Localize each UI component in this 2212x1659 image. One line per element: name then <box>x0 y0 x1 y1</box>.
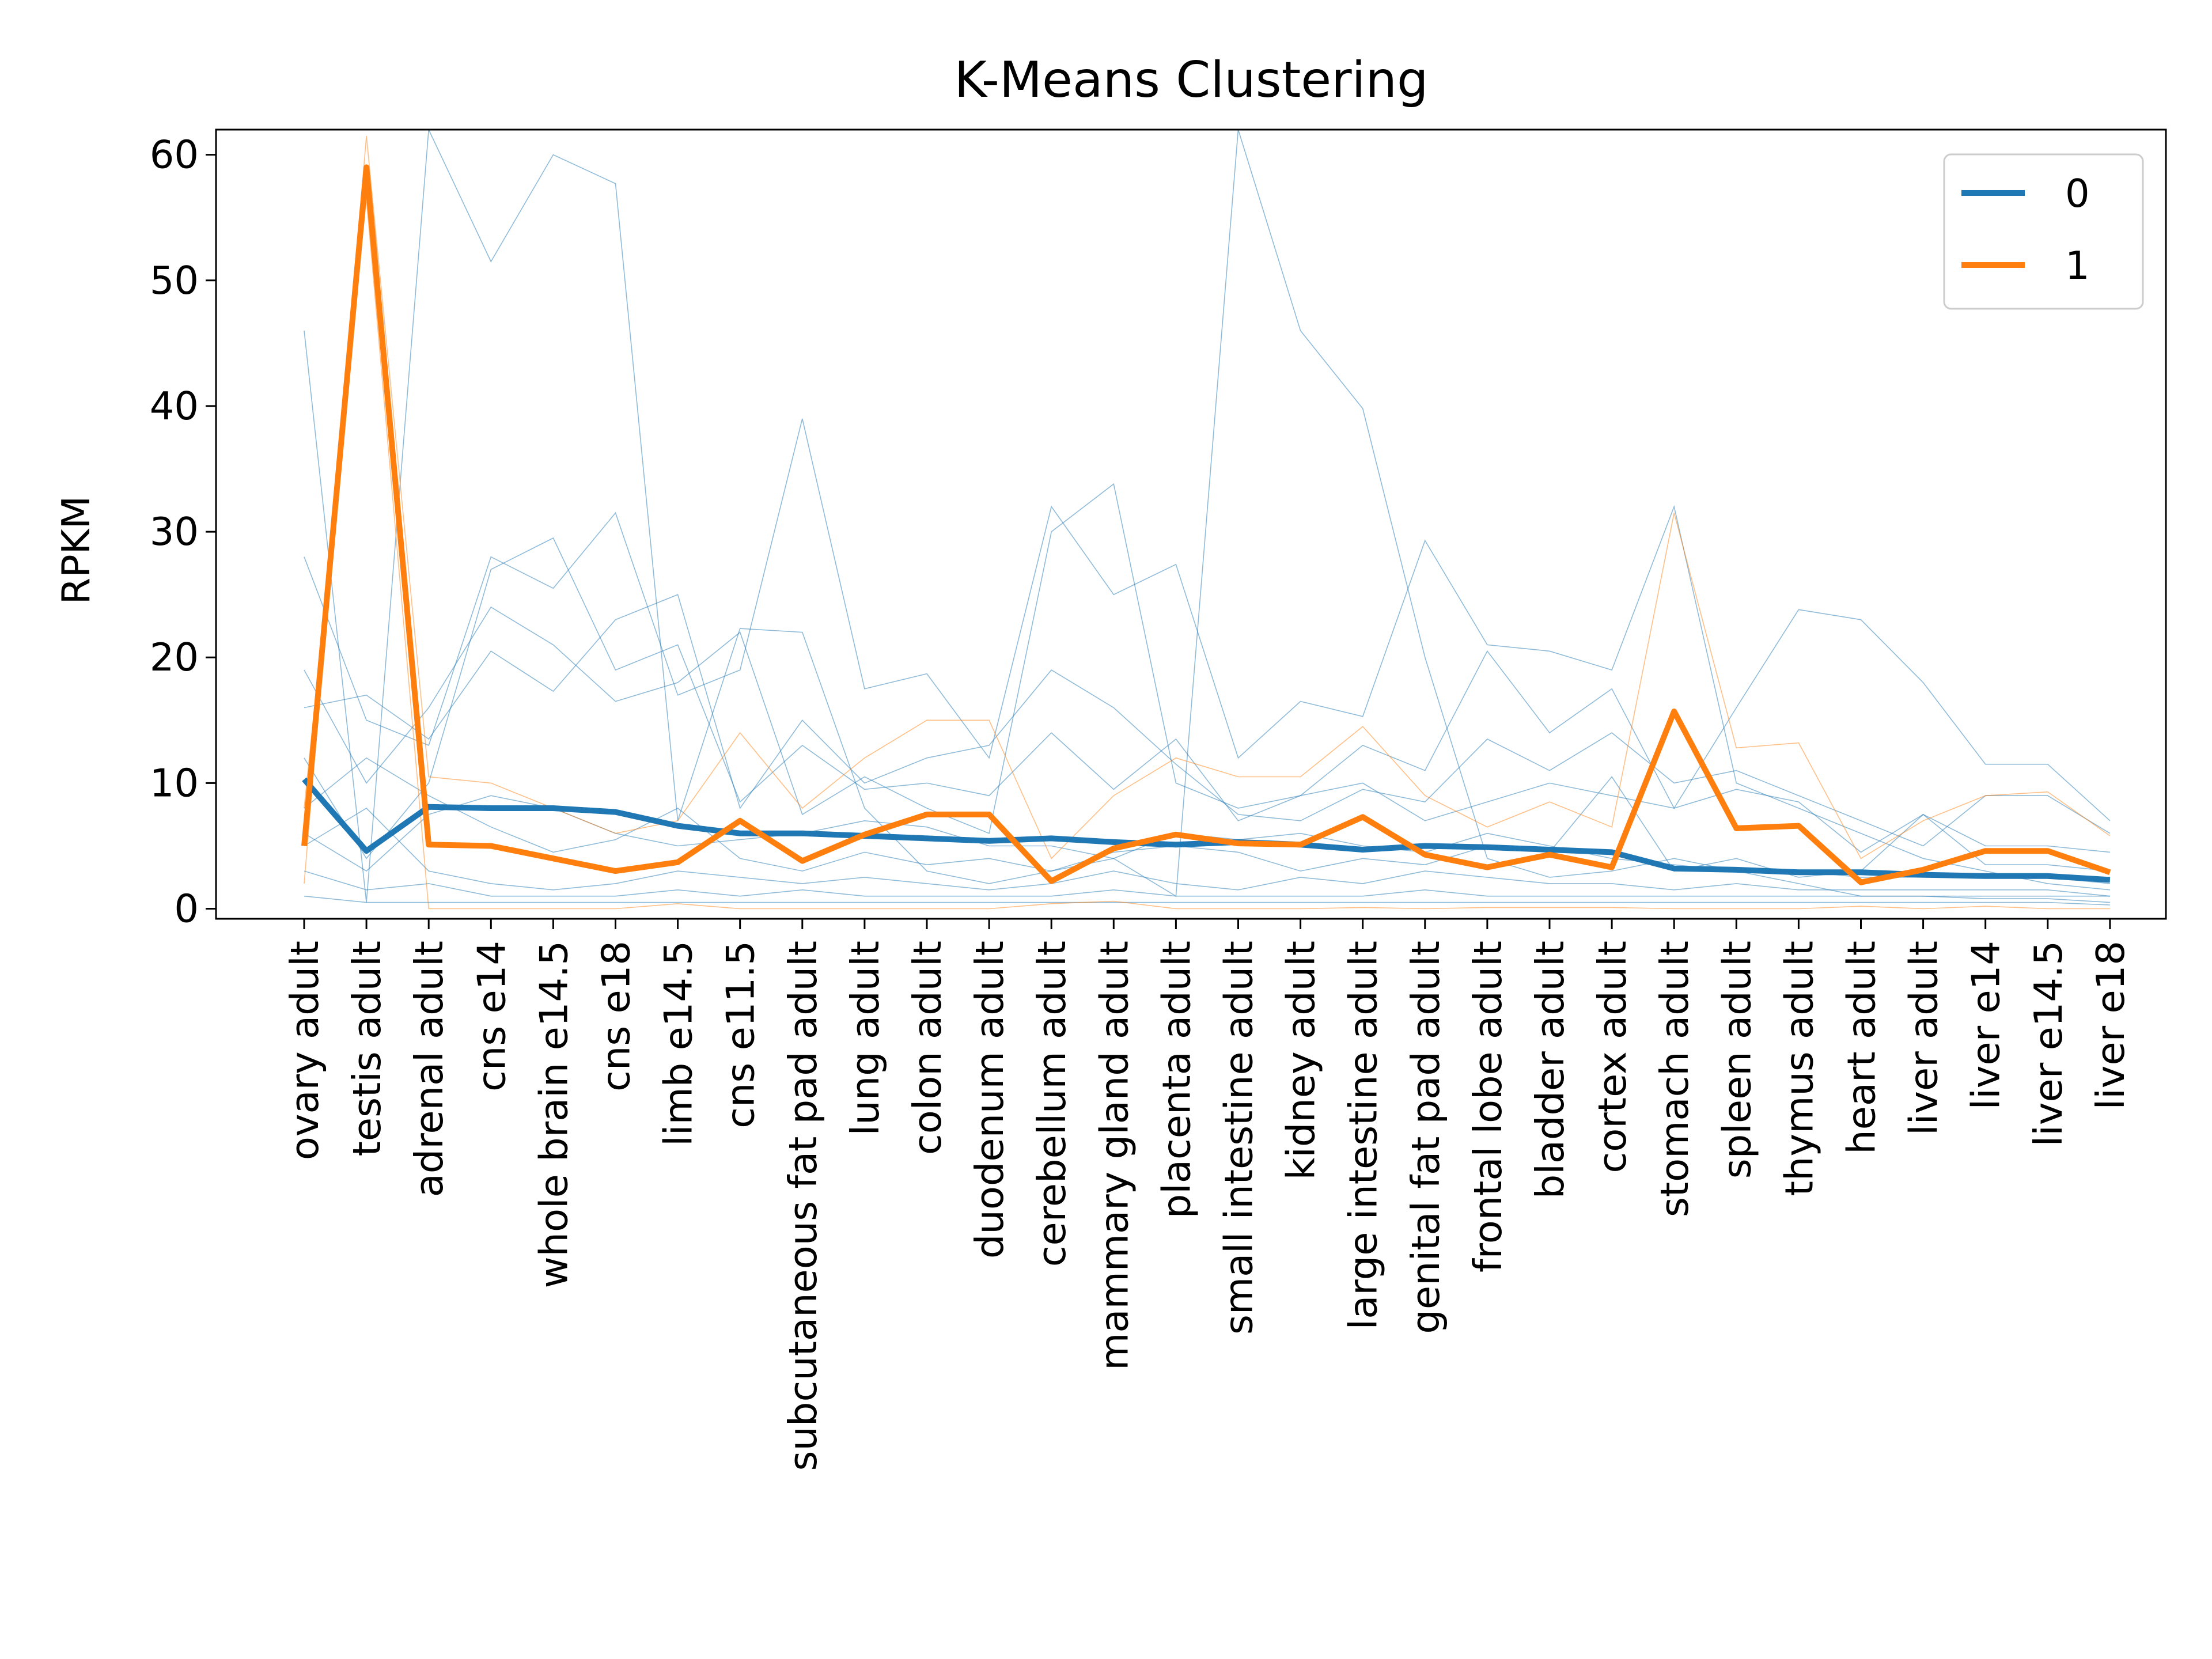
series-line-0 <box>302 777 2111 883</box>
y-tick-label: 30 <box>150 509 199 554</box>
x-tick-label: heart adult <box>1839 941 1884 1154</box>
x-axis-ticks: ovary adult testis adult adrenal adult cns … <box>282 919 2133 1471</box>
y-axis-label: RPKM <box>54 496 99 605</box>
x-tick-label: ovary adult <box>282 941 327 1160</box>
x-tick-label: liver e14 <box>1964 941 2009 1109</box>
x-tick-label: limb e14.5 <box>656 941 701 1146</box>
x-tick-label: spleen adult <box>1714 941 1759 1179</box>
y-tick-label: 10 <box>150 760 199 805</box>
y-tick-label: 20 <box>150 635 199 680</box>
member-line-0-2 <box>304 483 2111 834</box>
x-tick-label: small intestine adult <box>1217 941 1262 1335</box>
legend-box <box>1943 153 2144 310</box>
x-tick-label: liver e14.5 <box>2026 941 2071 1146</box>
x-tick-label: subcutaneous fat pad adult <box>781 941 825 1471</box>
x-tick-label: stomach adult <box>1652 941 1697 1217</box>
x-tick-label: large intestine adult <box>1341 941 1386 1330</box>
y-axis-ticks: 0 10 20 30 40 50 60 <box>150 132 216 931</box>
member-line-1-11 <box>304 198 2110 910</box>
member-line-0-7 <box>304 807 2110 897</box>
x-tick-label: bladder adult <box>1528 941 1573 1199</box>
x-tick-label: genital fat pad adult <box>1403 941 1448 1334</box>
member-line-0-1 <box>304 418 2110 891</box>
x-tick-label: mammary gland adult <box>1092 941 1137 1370</box>
y-tick-label: 50 <box>150 258 199 303</box>
legend: 01 <box>1943 153 2144 310</box>
x-tick-label: cerebellum adult <box>1029 941 1074 1267</box>
member-line-0-3 <box>304 594 2111 847</box>
x-tick-label: testis adult <box>344 941 389 1156</box>
member-line-0-4 <box>304 537 2110 859</box>
y-tick-label: 40 <box>150 384 199 429</box>
member-line-0-9 <box>304 895 2110 906</box>
member-line-1-10 <box>304 135 2111 884</box>
member-line-0-0 <box>304 130 2110 903</box>
x-tick-label: thymus adult <box>1777 941 1821 1196</box>
cluster-member-lines <box>304 130 2111 910</box>
x-tick-label: cns e18 <box>594 941 639 1092</box>
member-line-0-8 <box>304 870 2110 903</box>
x-tick-label: duodenum adult <box>967 941 1012 1259</box>
chart-title: K-Means Clustering <box>954 51 1428 109</box>
y-tick-label: 0 <box>174 887 199 931</box>
cluster-centroid-lines <box>301 164 2111 885</box>
x-tick-label: liver e18 <box>2088 941 2133 1109</box>
legend-label-1: 1 <box>2065 243 2090 288</box>
x-tick-label: adrenal adult <box>407 941 452 1197</box>
x-tick-label: kidney adult <box>1279 941 1324 1180</box>
x-tick-label: colon adult <box>905 941 950 1155</box>
series-line-1 <box>301 164 2111 885</box>
x-tick-label: whole brain e14.5 <box>531 941 576 1288</box>
x-tick-label: liver adult <box>1902 941 1946 1135</box>
member-line-0-5 <box>304 757 2110 878</box>
y-tick-label: 60 <box>150 132 199 177</box>
x-tick-label: cns e11.5 <box>718 941 763 1128</box>
x-tick-label: frontal lobe adult <box>1465 941 1510 1272</box>
x-tick-label: cns e14 <box>469 941 514 1092</box>
x-tick-label: cortex adult <box>1590 941 1635 1173</box>
x-tick-label: placenta adult <box>1154 941 1199 1218</box>
legend-label-0: 0 <box>2065 171 2090 216</box>
plot-frame <box>215 128 2167 920</box>
x-tick-label: lung adult <box>843 941 888 1135</box>
